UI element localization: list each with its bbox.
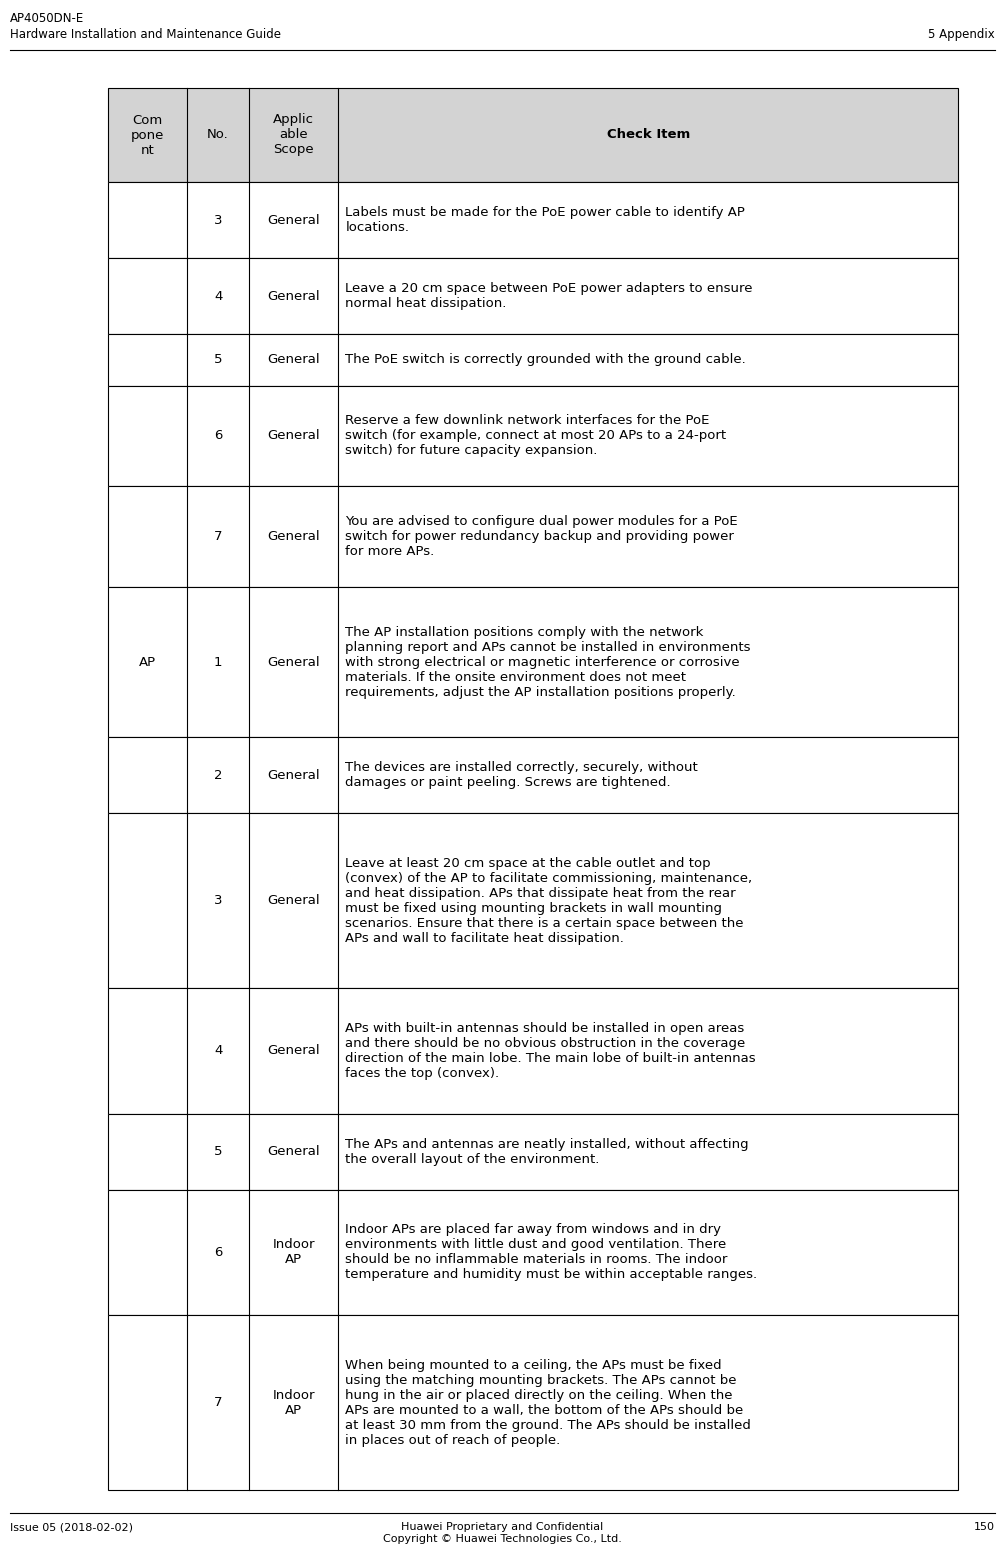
Text: 6: 6 [214, 1247, 222, 1259]
Text: 1: 1 [214, 656, 222, 669]
Text: The devices are installed correctly, securely, without
damages or paint peeling.: The devices are installed correctly, sec… [346, 761, 698, 789]
Text: Applic
able
Scope: Applic able Scope [273, 113, 315, 157]
Text: You are advised to configure dual power modules for a PoE
switch for power redun: You are advised to configure dual power … [346, 515, 738, 557]
Text: General: General [267, 531, 320, 543]
Text: General: General [267, 656, 320, 669]
Text: 3: 3 [214, 894, 222, 907]
Bar [108, 487, 958, 587]
Text: Reserve a few downlink network interfaces for the PoE
switch (for example, conne: Reserve a few downlink network interface… [346, 415, 727, 457]
Text: Indoor APs are placed far away from windows and in dry
environments with little : Indoor APs are placed far away from wind… [346, 1223, 758, 1281]
Text: APs with built-in antennas should be installed in open areas
and there should be: APs with built-in antennas should be ins… [346, 1023, 756, 1081]
Text: Leave at least 20 cm space at the cable outlet and top
(convex) of the AP to fac: Leave at least 20 cm space at the cable … [346, 857, 753, 944]
Text: The PoE switch is correctly grounded with the ground cable.: The PoE switch is correctly grounded wit… [346, 354, 746, 366]
Text: Indoor
AP: Indoor AP [272, 1239, 315, 1267]
Text: The APs and antennas are neatly installed, without affecting
the overall layout : The APs and antennas are neatly installe… [346, 1137, 749, 1165]
Text: Check Item: Check Item [607, 128, 689, 141]
Bar [108, 813, 958, 988]
Text: 6: 6 [214, 429, 222, 443]
Text: General: General [267, 1045, 320, 1057]
Text: General: General [267, 429, 320, 443]
Bar [108, 88, 958, 182]
Bar [108, 738, 958, 813]
Bar [108, 334, 958, 385]
Text: Indoor
AP: Indoor AP [272, 1389, 315, 1417]
Text: General: General [267, 1145, 320, 1159]
Text: 4: 4 [214, 290, 222, 302]
Bar [108, 385, 958, 487]
Text: Labels must be made for the PoE power cable to identify AP
locations.: Labels must be made for the PoE power ca… [346, 207, 746, 233]
Bar [108, 334, 958, 385]
Bar [108, 258, 958, 334]
Text: General: General [267, 290, 320, 302]
Text: AP: AP [139, 656, 156, 669]
Text: Huawei Proprietary and Confidential
Copyright © Huawei Technologies Co., Ltd.: Huawei Proprietary and Confidential Copy… [383, 1522, 621, 1544]
Text: 3: 3 [214, 213, 222, 227]
Text: 150: 150 [974, 1522, 995, 1532]
Text: General: General [267, 894, 320, 907]
Text: Hardware Installation and Maintenance Guide: Hardware Installation and Maintenance Gu… [10, 28, 281, 41]
Bar [108, 1315, 958, 1489]
Text: 5: 5 [214, 1145, 222, 1159]
Text: 7: 7 [214, 531, 222, 543]
Bar [108, 1190, 958, 1315]
Bar [108, 587, 958, 738]
Text: AP4050DN-E: AP4050DN-E [10, 13, 84, 25]
Bar [108, 1190, 958, 1315]
Text: 4: 4 [214, 1045, 222, 1057]
Text: 5: 5 [214, 354, 222, 366]
Bar [108, 88, 958, 182]
Text: 5 Appendix: 5 Appendix [929, 28, 995, 41]
Text: General: General [267, 213, 320, 227]
Bar [108, 1113, 958, 1190]
Bar [108, 988, 958, 1113]
Text: Com
pone
nt: Com pone nt [131, 113, 164, 157]
Bar [108, 182, 958, 258]
Bar [108, 385, 958, 487]
Bar [108, 1113, 958, 1190]
Bar [108, 988, 958, 1113]
Text: Leave a 20 cm space between PoE power adapters to ensure
normal heat dissipation: Leave a 20 cm space between PoE power ad… [346, 282, 753, 310]
Bar [108, 487, 958, 587]
Bar [108, 1315, 958, 1489]
Bar [108, 182, 958, 258]
Text: General: General [267, 769, 320, 781]
Bar [108, 813, 958, 988]
Text: 7: 7 [214, 1395, 222, 1409]
Bar [108, 258, 958, 334]
Text: General: General [267, 354, 320, 366]
Text: 2: 2 [214, 769, 222, 781]
Bar [108, 587, 958, 738]
Bar [108, 738, 958, 813]
Text: When being mounted to a ceiling, the APs must be fixed
using the matching mounti: When being mounted to a ceiling, the APs… [346, 1359, 751, 1447]
Text: The AP installation positions comply with the network
planning report and APs ca: The AP installation positions comply wit… [346, 626, 751, 698]
Text: No.: No. [207, 128, 229, 141]
Text: Issue 05 (2018-02-02): Issue 05 (2018-02-02) [10, 1522, 133, 1532]
